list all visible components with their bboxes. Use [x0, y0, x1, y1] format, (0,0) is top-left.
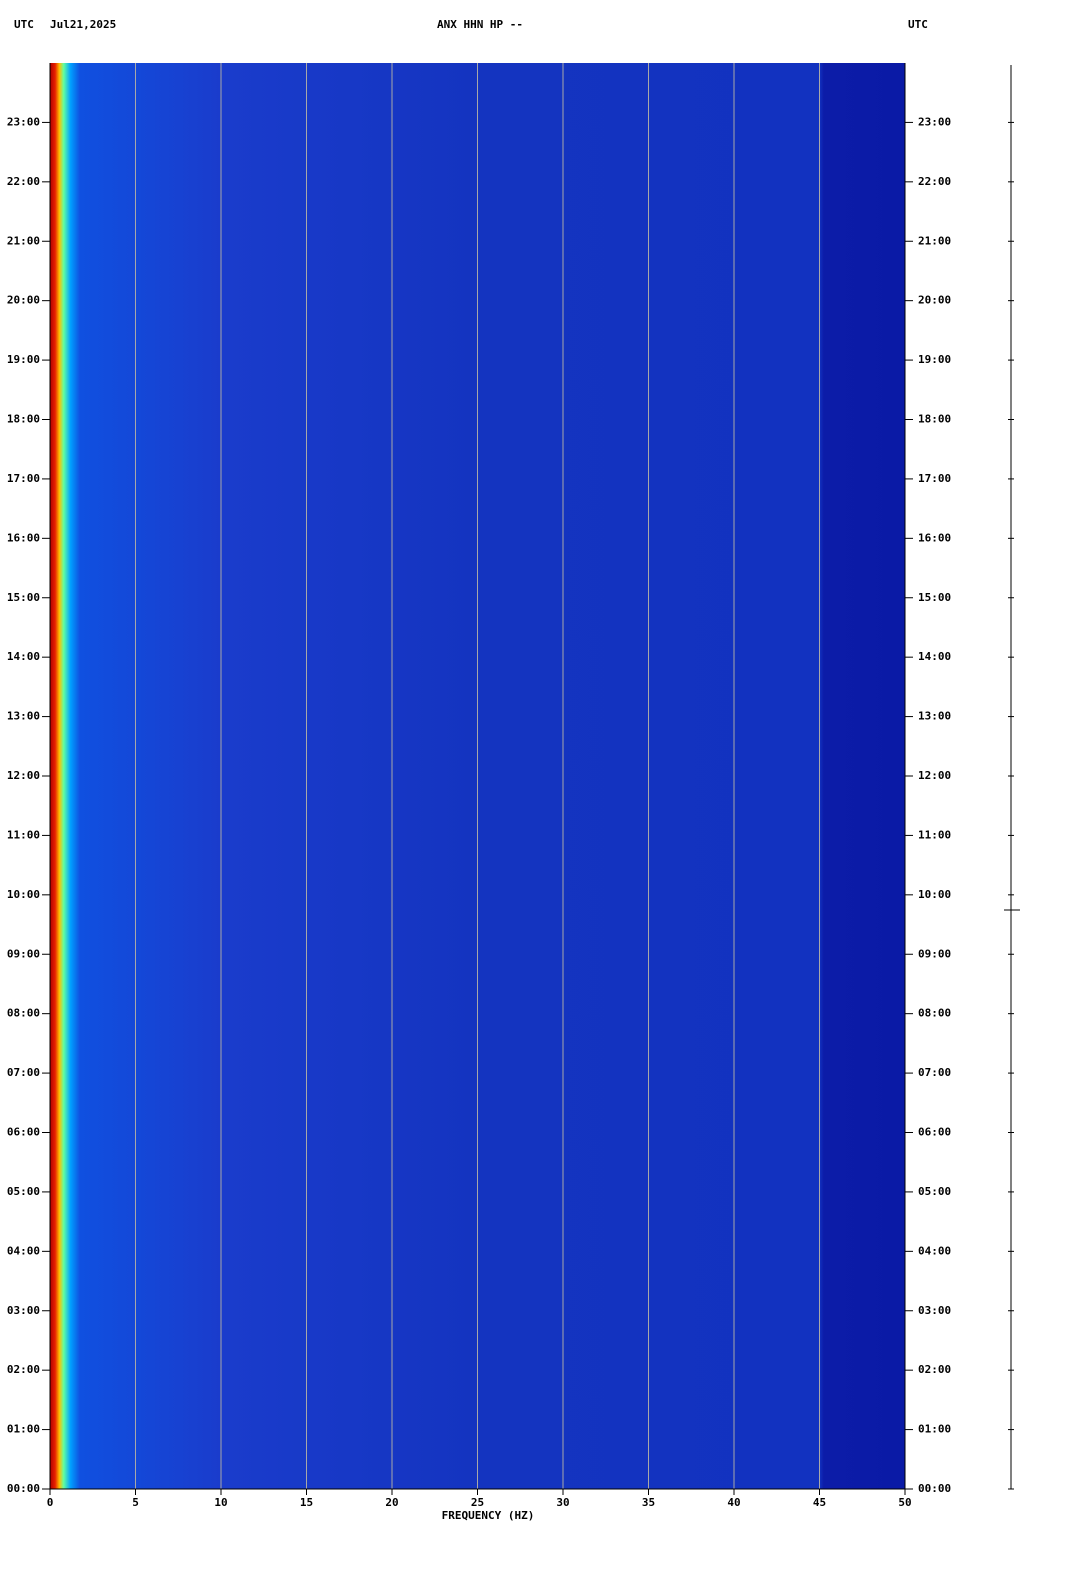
x-axis-label: FREQUENCY (HZ): [442, 1509, 535, 1522]
y-tick-label-left: 05:00: [7, 1185, 40, 1198]
right-label: UTC: [908, 18, 928, 31]
y-tick-label-left: 01:00: [7, 1423, 40, 1436]
y-tick-label-left: 14:00: [7, 650, 40, 663]
y-tick-label-left: 09:00: [7, 947, 40, 960]
y-tick-label-left: 15:00: [7, 591, 40, 604]
y-tick-label-left: 16:00: [7, 531, 40, 544]
x-tick-label: 40: [727, 1496, 740, 1509]
y-tick-label-left: 08:00: [7, 1007, 40, 1020]
x-tick-label: 50: [898, 1496, 911, 1509]
x-tick-label: 30: [556, 1496, 569, 1509]
y-tick-label-left: 12:00: [7, 769, 40, 782]
y-tick-label-left: 23:00: [7, 115, 40, 128]
y-tick-label-left: 17:00: [7, 472, 40, 485]
y-tick-label-right: 23:00: [918, 115, 951, 128]
y-tick-label-right: 18:00: [918, 413, 951, 426]
y-tick-label-right: 20:00: [918, 294, 951, 307]
y-tick-label-right: 04:00: [918, 1244, 951, 1257]
y-tick-label-left: 02:00: [7, 1363, 40, 1376]
y-tick-label-right: 06:00: [918, 1126, 951, 1139]
y-tick-label-right: 19:00: [918, 353, 951, 366]
y-tick-label-right: 05:00: [918, 1185, 951, 1198]
y-tick-label-left: 10:00: [7, 888, 40, 901]
y-tick-label-right: 21:00: [918, 234, 951, 247]
x-tick-label: 35: [642, 1496, 655, 1509]
x-tick-label: 0: [47, 1496, 54, 1509]
y-tick-label-right: 08:00: [918, 1007, 951, 1020]
y-tick-label-left: 13:00: [7, 710, 40, 723]
y-tick-label-left: 04:00: [7, 1244, 40, 1257]
y-tick-label-right: 03:00: [918, 1304, 951, 1317]
y-tick-label-left: 19:00: [7, 353, 40, 366]
y-tick-label-right: 07:00: [918, 1066, 951, 1079]
y-tick-label-right: 15:00: [918, 591, 951, 604]
y-tick-label-right: 02:00: [918, 1363, 951, 1376]
x-tick-label: 20: [385, 1496, 398, 1509]
y-tick-label-right: 16:00: [918, 531, 951, 544]
y-tick-label-left: 00:00: [7, 1482, 40, 1495]
y-tick-label-left: 20:00: [7, 294, 40, 307]
x-tick-label: 25: [471, 1496, 484, 1509]
y-tick-label-right: 12:00: [918, 769, 951, 782]
y-tick-label-left: 11:00: [7, 828, 40, 841]
x-tick-label: 15: [300, 1496, 313, 1509]
y-tick-label-right: 10:00: [918, 888, 951, 901]
date: Jul21,2025: [50, 18, 116, 31]
y-tick-label-left: 22:00: [7, 175, 40, 188]
left-label: UTC: [14, 18, 34, 31]
y-tick-label-left: 18:00: [7, 413, 40, 426]
y-tick-label-left: 21:00: [7, 234, 40, 247]
y-tick-label-right: 01:00: [918, 1423, 951, 1436]
y-tick-label-right: 11:00: [918, 828, 951, 841]
chart-title: ANX HHN HP --: [437, 18, 523, 31]
y-tick-label-right: 17:00: [918, 472, 951, 485]
y-tick-label-left: 06:00: [7, 1126, 40, 1139]
x-tick-label: 5: [132, 1496, 139, 1509]
y-tick-label-right: 13:00: [918, 710, 951, 723]
y-tick-label-right: 22:00: [918, 175, 951, 188]
y-tick-label-left: 03:00: [7, 1304, 40, 1317]
y-tick-label-right: 00:00: [918, 1482, 951, 1495]
y-tick-label-right: 14:00: [918, 650, 951, 663]
y-tick-label-left: 07:00: [7, 1066, 40, 1079]
x-tick-label: 10: [214, 1496, 227, 1509]
y-tick-label-right: 09:00: [918, 947, 951, 960]
x-tick-label: 45: [813, 1496, 826, 1509]
